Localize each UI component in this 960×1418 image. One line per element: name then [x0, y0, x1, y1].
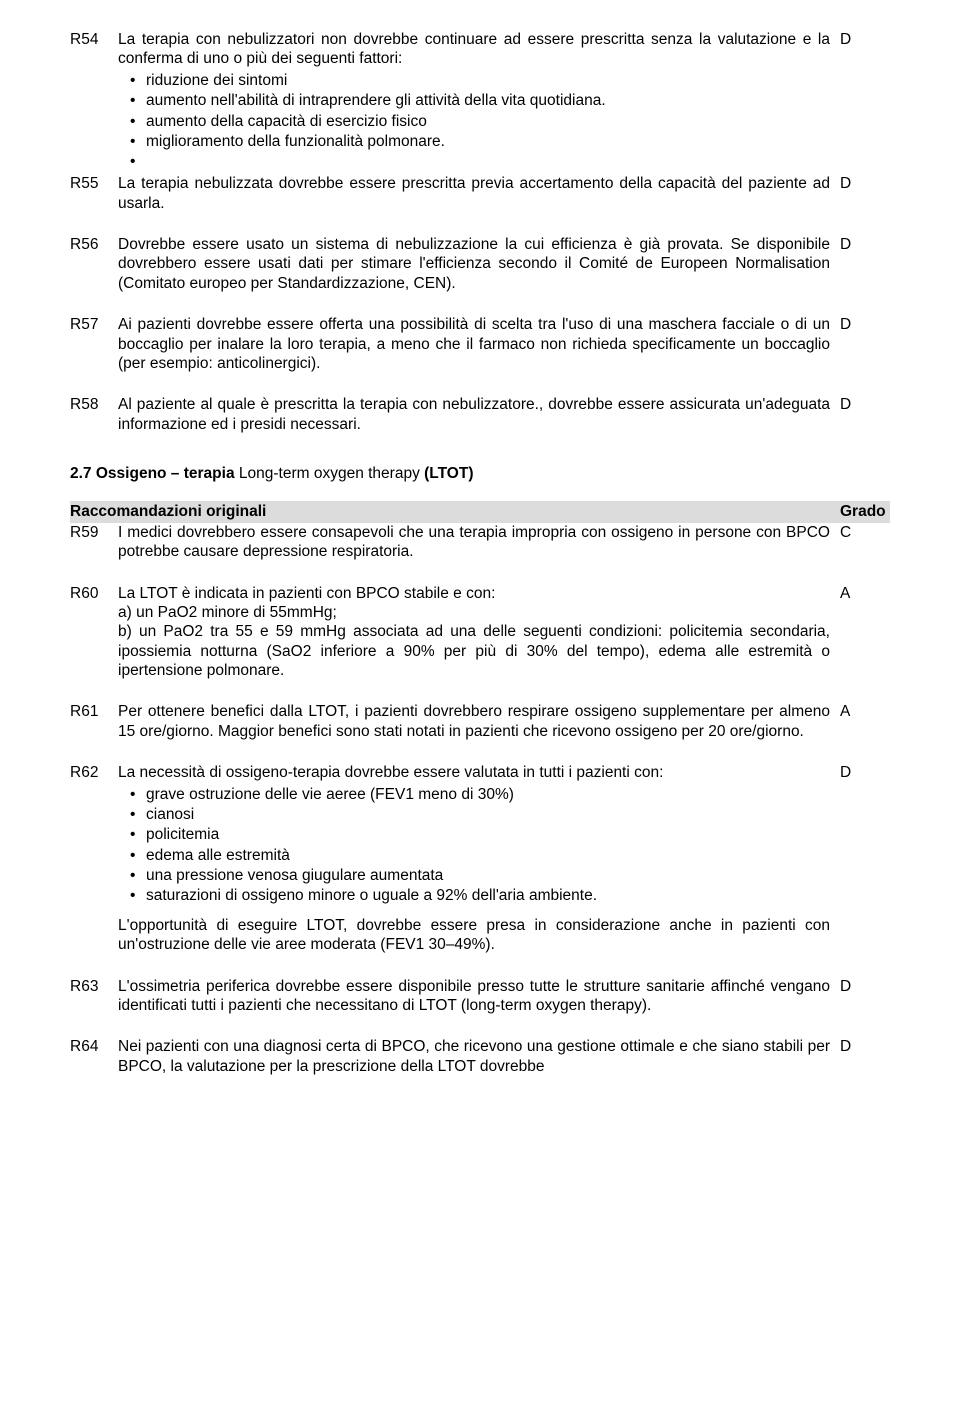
recommendation-post: L'opportunità di eseguire LTOT, dovrebbe… — [118, 916, 830, 955]
rac-label: Raccomandazioni originali — [70, 502, 840, 521]
recommendation-grade: C — [840, 523, 890, 562]
recommendation-row: R59I medici dovrebbero essere consapevol… — [70, 523, 890, 562]
bullet-item: aumento della capacità di esercizio fisi… — [118, 112, 830, 131]
recommendation-text: L'ossimetria periferica dovrebbe essere … — [118, 977, 830, 1016]
recommendation-id: R55 — [70, 174, 118, 213]
bullet-item: grave ostruzione delle vie aeree (FEV1 m… — [118, 785, 830, 804]
recommendation-body: L'ossimetria periferica dovrebbe essere … — [118, 977, 840, 1016]
bullet-item: cianosi — [118, 805, 830, 824]
recommendation-grade: D — [840, 235, 890, 293]
recommendation-row: R58Al paziente al quale è prescritta la … — [70, 395, 890, 434]
recommendation-row: R54La terapia con nebulizzatori non dovr… — [70, 30, 890, 152]
recommendation-id: R59 — [70, 523, 118, 562]
recommendation-body: Ai pazienti dovrebbe essere offerta una … — [118, 315, 840, 373]
recommendation-text: La terapia nebulizzata dovrebbe essere p… — [118, 174, 830, 213]
section-normal: Long-term oxygen therapy — [235, 465, 425, 482]
recommendation-grade: D — [840, 977, 890, 1016]
recommendation-id: R64 — [70, 1037, 118, 1076]
recommendation-body: Per ottenere benefici dalla LTOT, i pazi… — [118, 702, 840, 741]
recommendation-row: R64Nei pazienti con una diagnosi certa d… — [70, 1037, 890, 1076]
recommendation-grade: D — [840, 315, 890, 373]
recommendation-row: R56Dovrebbe essere usato un sistema di n… — [70, 235, 890, 293]
recommendation-body: La terapia nebulizzata dovrebbe essere p… — [118, 174, 840, 213]
recommendation-lead: La terapia con nebulizzatori non dovrebb… — [118, 30, 830, 69]
recommendation-id: R60 — [70, 584, 118, 681]
section-bold2: (LTOT) — [424, 465, 473, 482]
recommendation-body: La terapia con nebulizzatori non dovrebb… — [118, 30, 840, 152]
bullet-item: miglioramento della funzionalità polmona… — [118, 132, 830, 151]
recommendation-text: Ai pazienti dovrebbe essere offerta una … — [118, 315, 830, 373]
recommendation-body: La necessità di ossigeno-terapia dovrebb… — [118, 763, 840, 954]
recommendation-row: R62La necessità di ossigeno-terapia dovr… — [70, 763, 890, 954]
bullet-item: saturazioni di ossigeno minore o uguale … — [118, 886, 830, 905]
recommendation-grade: D — [840, 763, 890, 954]
section-heading: 2.7 Ossigeno – terapia Long-term oxygen … — [70, 464, 890, 483]
bullet-item: policitemia — [118, 825, 830, 844]
section-number: 2.7 — [70, 465, 92, 482]
recommendation-grade: D — [840, 30, 890, 152]
recommendation-bullets: riduzione dei sintomiaumento nell'abilit… — [118, 71, 830, 152]
recommendation-text: I medici dovrebbero essere consapevoli c… — [118, 523, 830, 562]
section-bold1: Ossigeno – terapia — [96, 465, 235, 482]
bullet-item: riduzione dei sintomi — [118, 71, 830, 90]
recommendation-header: Raccomandazioni originali Grado — [70, 501, 890, 522]
recommendation-grade: A — [840, 702, 890, 741]
recommendation-grade: D — [840, 1037, 890, 1076]
recommendation-body: Nei pazienti con una diagnosi certa di B… — [118, 1037, 840, 1076]
recommendation-id: R56 — [70, 235, 118, 293]
recommendation-body: I medici dovrebbero essere consapevoli c… — [118, 523, 840, 562]
recommendation-text: Nei pazienti con una diagnosi certa di B… — [118, 1037, 830, 1076]
recommendation-id: R63 — [70, 977, 118, 1016]
recommendation-body: Dovrebbe essere usato un sistema di nebu… — [118, 235, 840, 293]
bullet-item: edema alle estremità — [118, 846, 830, 865]
recommendation-id: R58 — [70, 395, 118, 434]
recommendation-id: R61 — [70, 702, 118, 741]
recommendation-text: Per ottenere benefici dalla LTOT, i pazi… — [118, 702, 830, 741]
bullet-item: aumento nell'abilità di intraprendere gl… — [118, 91, 830, 110]
recommendation-body: La LTOT è indicata in pazienti con BPCO … — [118, 584, 840, 681]
bullet-item: una pressione venosa giugulare aumentata — [118, 866, 830, 885]
recommendation-text: Dovrebbe essere usato un sistema di nebu… — [118, 235, 830, 293]
recommendation-grade: D — [840, 395, 890, 434]
rac-grado: Grado — [840, 502, 890, 521]
recommendation-grade: A — [840, 584, 890, 681]
recommendation-row: R63L'ossimetria periferica dovrebbe esse… — [70, 977, 890, 1016]
recommendation-row: R55La terapia nebulizzata dovrebbe esser… — [70, 174, 890, 213]
recommendation-body: Al paziente al quale è prescritta la ter… — [118, 395, 840, 434]
recommendation-bullets: grave ostruzione delle vie aeree (FEV1 m… — [118, 785, 830, 906]
recommendation-row: R57Ai pazienti dovrebbe essere offerta u… — [70, 315, 890, 373]
recommendation-grade: D — [840, 174, 890, 213]
recommendation-text: Al paziente al quale è prescritta la ter… — [118, 395, 830, 434]
recommendation-lead: La necessità di ossigeno-terapia dovrebb… — [118, 763, 830, 782]
recommendation-row: R61Per ottenere benefici dalla LTOT, i p… — [70, 702, 890, 741]
recommendation-id: R62 — [70, 763, 118, 954]
recommendation-row: R60La LTOT è indicata in pazienti con BP… — [70, 584, 890, 681]
recommendation-id: R57 — [70, 315, 118, 373]
recommendation-id: R54 — [70, 30, 118, 152]
recommendation-text: La LTOT è indicata in pazienti con BPCO … — [118, 584, 830, 681]
